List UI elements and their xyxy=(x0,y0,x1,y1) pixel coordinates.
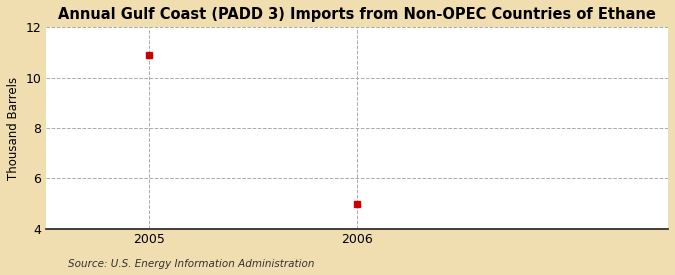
Title: Annual Gulf Coast (PADD 3) Imports from Non-OPEC Countries of Ethane: Annual Gulf Coast (PADD 3) Imports from … xyxy=(58,7,655,22)
Y-axis label: Thousand Barrels: Thousand Barrels xyxy=(7,76,20,180)
Text: Source: U.S. Energy Information Administration: Source: U.S. Energy Information Administ… xyxy=(68,259,314,269)
